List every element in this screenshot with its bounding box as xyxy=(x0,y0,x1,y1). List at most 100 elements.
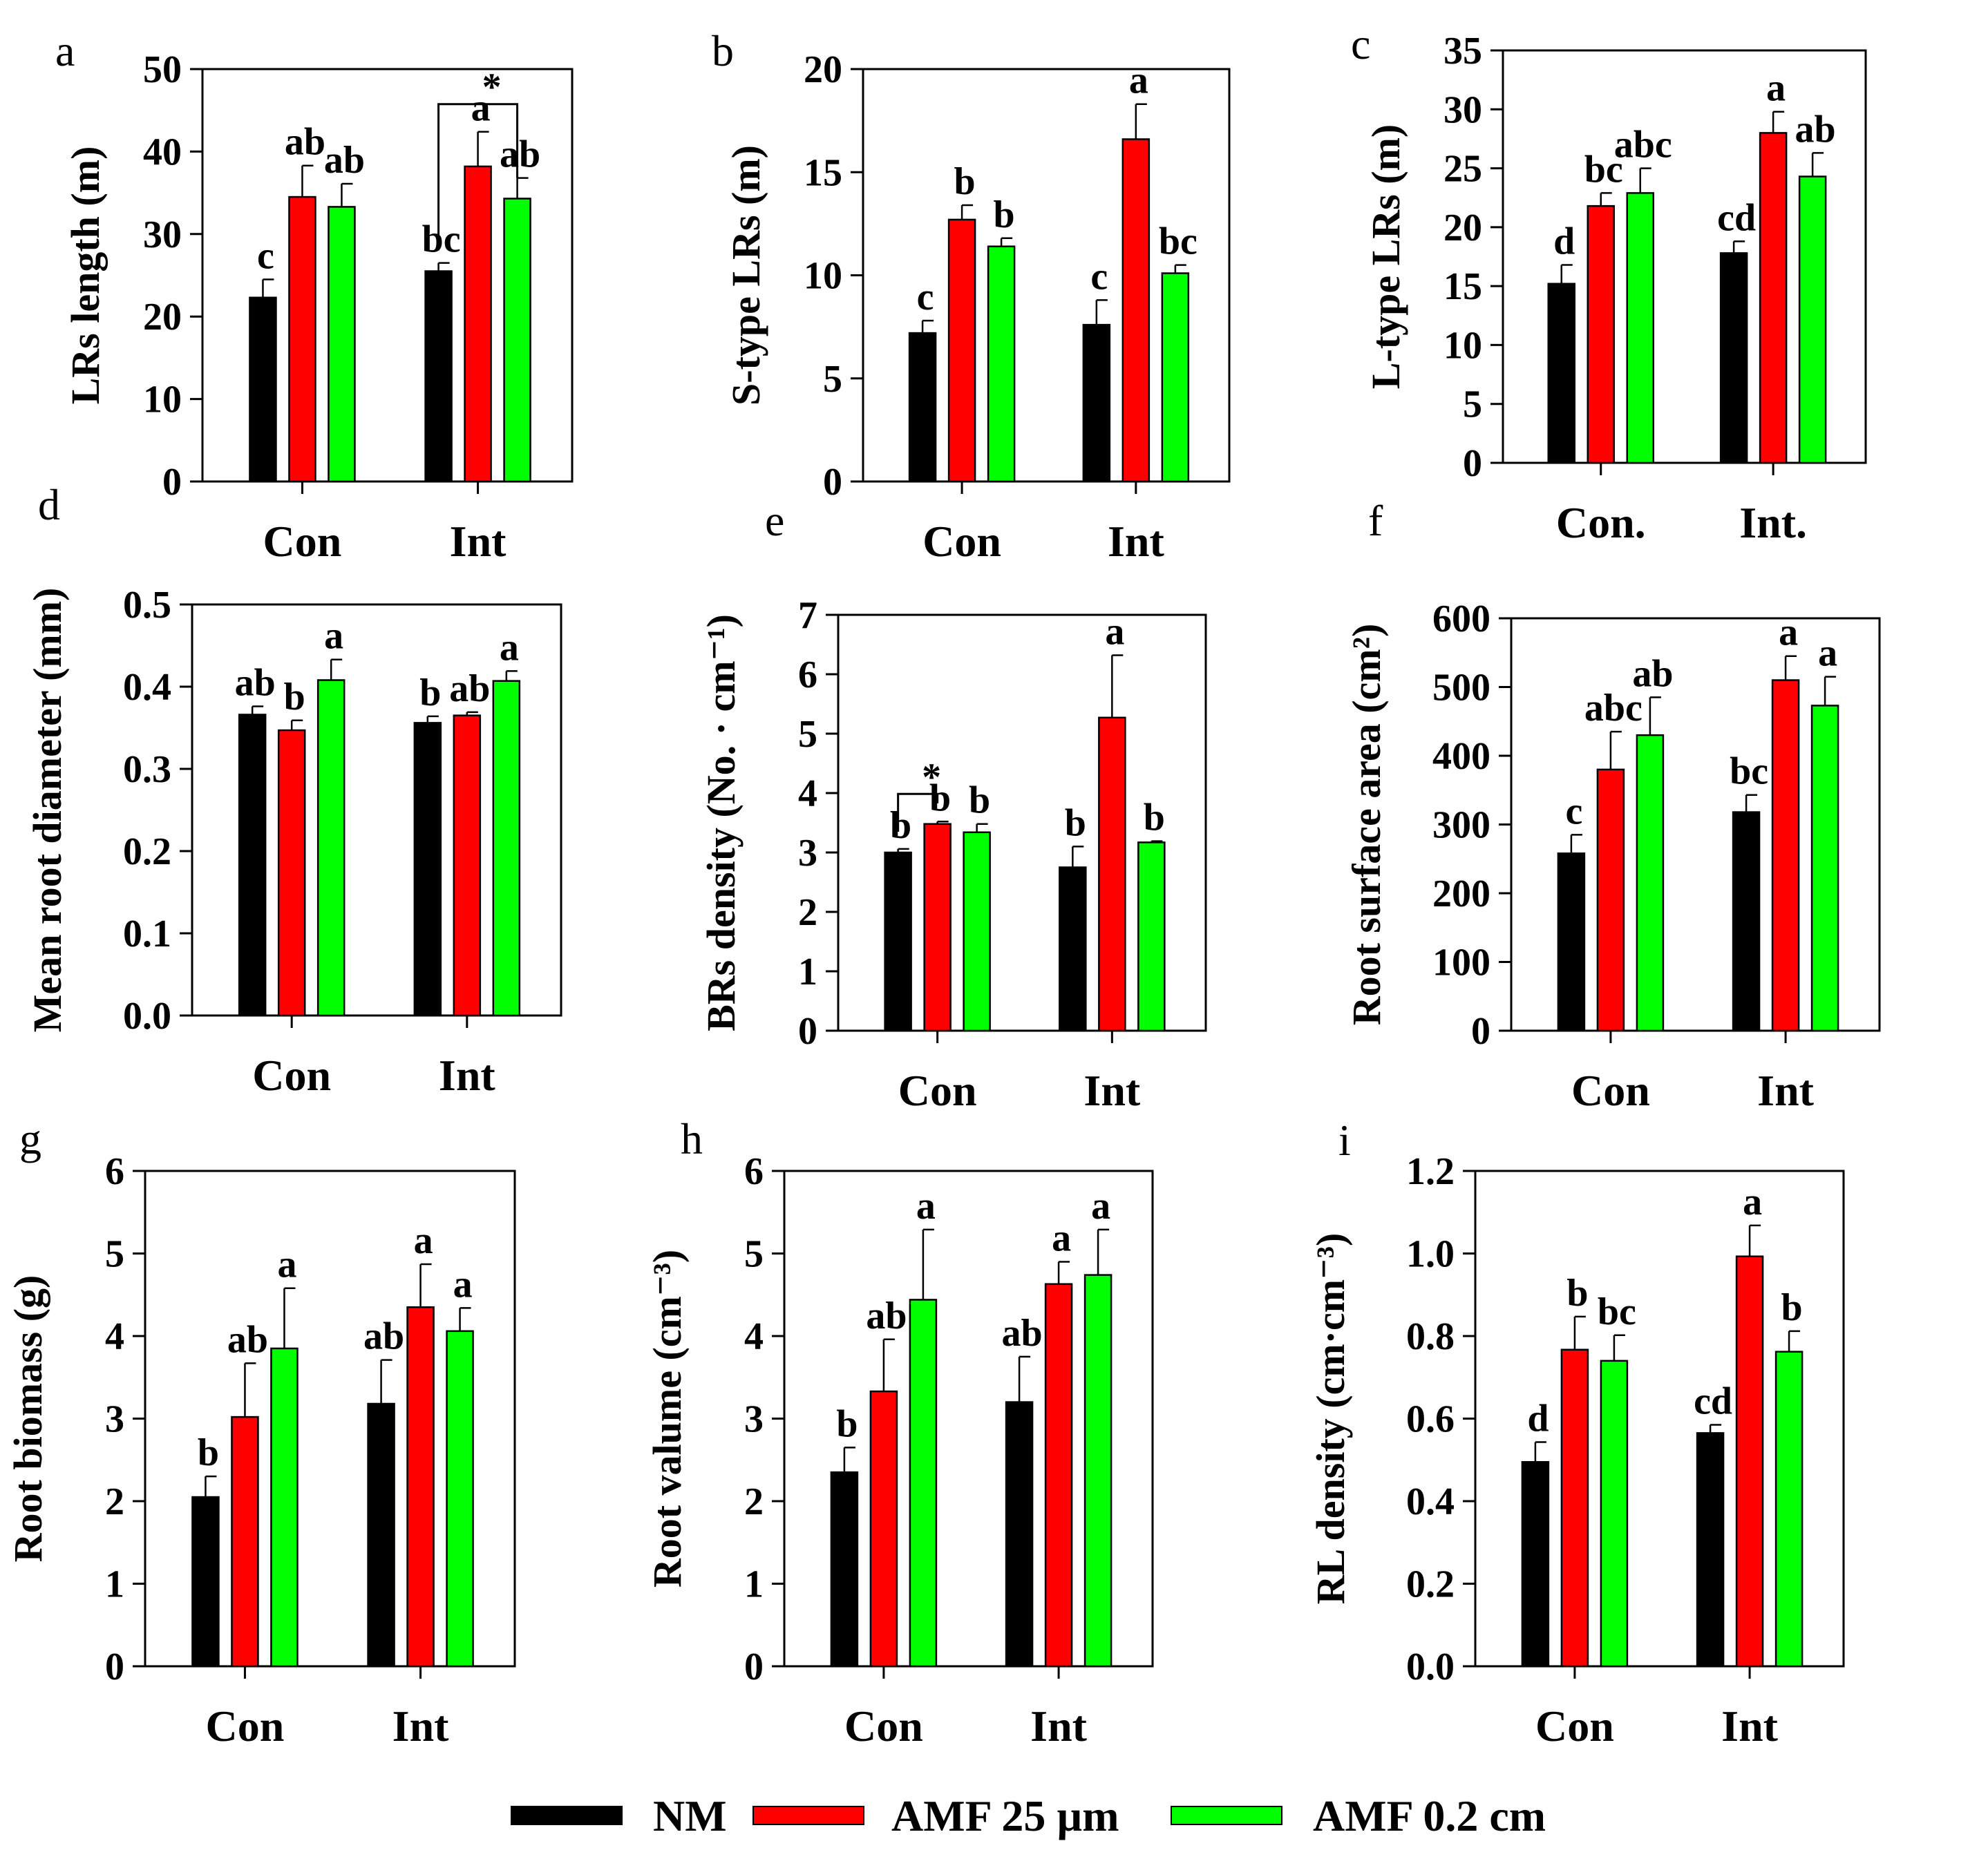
x-tick-label: Int xyxy=(450,517,507,566)
significance-letter: a xyxy=(453,1263,473,1306)
significance-letter: a xyxy=(916,1185,936,1228)
significance-letter: abc xyxy=(1584,687,1643,730)
panel-label: c xyxy=(1351,19,1370,68)
significance-letter: b xyxy=(929,776,951,819)
y-tick-label: 1.0 xyxy=(1406,1233,1455,1276)
y-tick-label: 200 xyxy=(1432,873,1490,915)
y-tick-label: 5 xyxy=(744,1233,764,1276)
y-axis-label: Root biomass (g) xyxy=(6,1275,50,1563)
significance-letter: b xyxy=(198,1431,219,1474)
bar xyxy=(464,165,492,483)
x-tick-label: Int xyxy=(1757,1066,1815,1115)
y-tick-label: 2 xyxy=(744,1480,764,1523)
significance-letter: b xyxy=(954,160,976,203)
significance-letter: b xyxy=(994,193,1015,236)
bar xyxy=(1719,252,1748,464)
significance-letter: b xyxy=(1781,1286,1803,1329)
y-axis-label: LRs length (m) xyxy=(63,146,108,405)
significance-letter: ab xyxy=(1795,108,1836,151)
y-tick-label: 0.2 xyxy=(123,830,171,873)
y-tick-label: 1.2 xyxy=(1406,1150,1455,1193)
plot-frame xyxy=(1502,49,1867,464)
y-tick-label: 0 xyxy=(823,461,842,504)
legend-label: NM xyxy=(653,1791,727,1840)
significance-letter: b xyxy=(1566,1272,1588,1315)
bar xyxy=(923,823,952,1032)
y-tick-label: 0.3 xyxy=(123,748,171,791)
bar xyxy=(1137,841,1166,1032)
x-tick-label: Int xyxy=(439,1051,496,1100)
bar xyxy=(1098,716,1126,1032)
x-tick-label: Con xyxy=(263,517,342,566)
y-tick-label: 0.5 xyxy=(123,584,171,627)
significance-letter: ab xyxy=(449,667,490,710)
y-tick-label: 3 xyxy=(798,832,817,875)
significance-letter: a xyxy=(500,626,519,669)
significance-letter: ab xyxy=(235,662,276,705)
panel-f: f 0 100 200 300 400 500 600 Root surface area (c… xyxy=(1344,496,1881,1115)
bar xyxy=(1547,283,1575,464)
y-tick-label: 0 xyxy=(744,1646,764,1688)
y-tick-label: 2 xyxy=(105,1480,124,1523)
panel-d: d 0.0 0.1 0.2 0.3 0.4 0.5 Mean root diameter (m… xyxy=(25,480,562,1100)
y-tick-label: 20 xyxy=(804,48,842,91)
bar xyxy=(1161,272,1190,483)
y-tick-label: 6 xyxy=(798,654,817,696)
bar xyxy=(1044,1283,1073,1668)
bar xyxy=(1810,705,1839,1032)
bar xyxy=(1636,734,1665,1032)
x-tick-label: Con xyxy=(252,1051,331,1100)
significance-letter: a xyxy=(414,1219,433,1262)
y-tick-label: 15 xyxy=(1443,265,1482,308)
bar xyxy=(1771,679,1800,1032)
significance-letter: a xyxy=(277,1243,296,1286)
bar xyxy=(830,1471,859,1668)
bar xyxy=(1557,852,1586,1032)
x-tick-label: Int. xyxy=(1739,498,1807,547)
y-tick-label: 1 xyxy=(744,1563,764,1606)
significance-star: * xyxy=(922,756,941,799)
y-tick-label: 10 xyxy=(143,379,182,421)
y-axis-label: L-type LRs (m) xyxy=(1363,124,1408,389)
significance-letter: bc xyxy=(1584,148,1623,191)
significance-letter: d xyxy=(1527,1398,1549,1440)
bar xyxy=(1774,1351,1804,1668)
y-tick-label: 25 xyxy=(1443,148,1482,191)
significance-letter: a xyxy=(1779,611,1798,654)
y-tick-label: 0 xyxy=(798,1010,817,1053)
y-tick-label: 5 xyxy=(105,1233,124,1276)
y-tick-label: 20 xyxy=(1443,207,1482,249)
significance-letter: ab xyxy=(500,133,540,176)
y-tick-label: 0 xyxy=(1463,442,1482,485)
bar xyxy=(1521,1460,1550,1668)
y-axis-label: BRs density (No. · cm⁻¹) xyxy=(699,614,744,1031)
panel-label: g xyxy=(19,1114,41,1163)
significance-letter: b xyxy=(836,1402,858,1445)
y-axis-label: RL density (cm·cm⁻³) xyxy=(1308,1233,1353,1605)
plot-frame xyxy=(201,68,574,483)
y-tick-label: 5 xyxy=(1463,383,1482,426)
y-tick-label: 10 xyxy=(804,255,842,298)
significance-letter: cd xyxy=(1694,1380,1732,1422)
bar xyxy=(1735,1255,1764,1668)
bar xyxy=(909,1299,938,1668)
y-tick-label: 6 xyxy=(105,1150,124,1193)
bar xyxy=(1759,132,1788,464)
bar xyxy=(884,851,912,1032)
significance-letter: bc xyxy=(1159,220,1197,263)
y-tick-label: 15 xyxy=(804,151,842,194)
panel-label: h xyxy=(681,1114,703,1163)
y-tick-label: 30 xyxy=(143,213,182,256)
significance-letter: a xyxy=(1091,1185,1110,1228)
y-tick-label: 20 xyxy=(143,296,182,339)
y-axis-label: Root valume (cm⁻³) xyxy=(645,1250,690,1588)
significance-letter: a xyxy=(1105,610,1124,653)
bar xyxy=(503,198,531,483)
x-tick-label: Int xyxy=(1721,1701,1779,1751)
y-tick-label: 50 xyxy=(143,48,182,91)
significance-letter: ab xyxy=(285,121,325,164)
y-tick-label: 0.0 xyxy=(1406,1646,1455,1688)
y-tick-label: 7 xyxy=(798,594,817,637)
